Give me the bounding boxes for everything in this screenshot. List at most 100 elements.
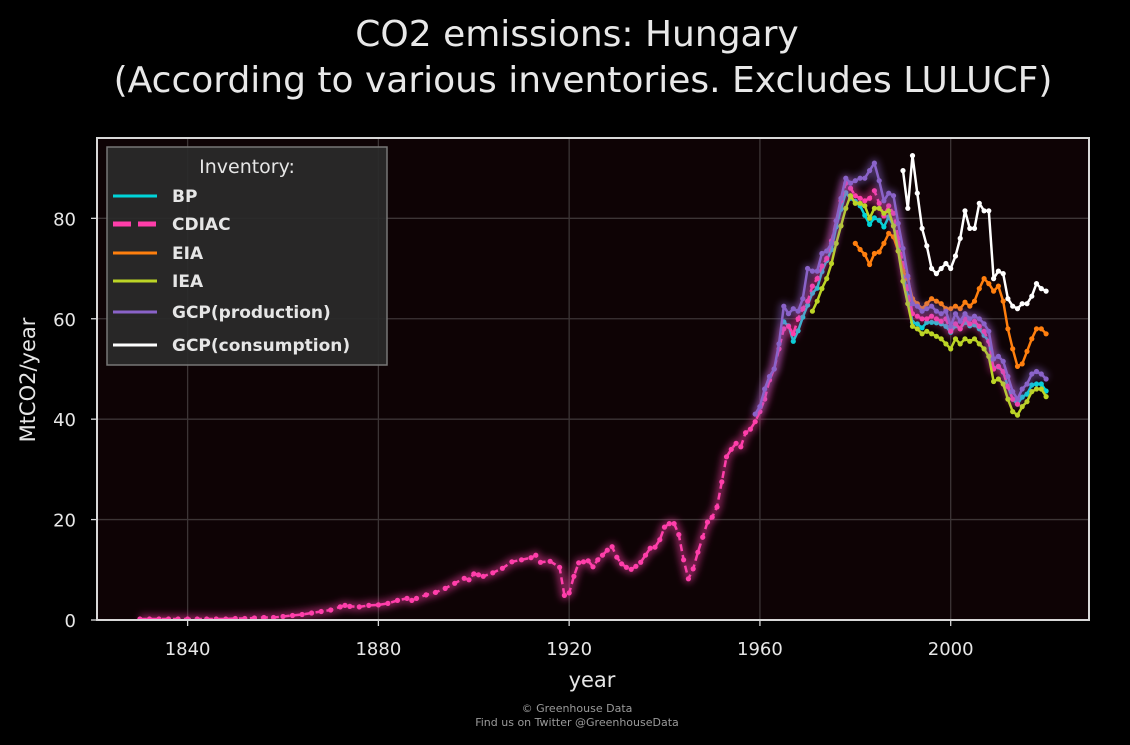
data-point [971,225,978,231]
data-point [814,298,820,304]
data-point [948,346,954,352]
data-point [1019,386,1025,392]
data-point [929,303,935,309]
y-tick-label: 80 [53,209,76,230]
data-point [685,576,692,582]
data-point [905,273,911,279]
data-point [938,301,944,307]
data-point [785,311,792,317]
data-point [433,589,439,596]
data-point [280,613,286,620]
data-point [886,203,892,209]
data-point [809,308,816,314]
data-point [1033,368,1040,375]
data-point [929,296,935,302]
data-point [933,271,940,277]
data-point [957,326,963,332]
data-point [857,175,863,181]
data-point [828,240,835,246]
y-tick-label: 20 [53,511,76,532]
data-point [1024,391,1030,397]
data-point [852,178,858,184]
data-point [790,331,796,337]
data-point [895,220,901,226]
legend-label: CDIAC [172,215,231,235]
data-point [933,316,940,322]
data-point [700,534,706,540]
data-point [347,603,353,610]
data-point [971,313,978,319]
data-point [547,558,553,564]
data-point [1043,376,1049,382]
data-point [943,308,949,314]
data-point [962,299,968,305]
data-point [242,615,248,620]
data-point [480,573,486,579]
data-point [948,323,954,329]
data-point [995,283,1002,289]
data-point [590,564,596,570]
data-point [819,286,825,292]
y-axis-label: MtCO2/year [16,317,40,442]
data-point [1010,346,1016,352]
legend-label: GCP(production) [172,303,331,323]
data-point [714,504,720,510]
data-point [933,333,940,339]
data-point [814,268,820,274]
x-tick-label: 1840 [165,639,211,660]
data-point [991,356,997,362]
data-point [819,250,825,257]
data-point [976,286,982,292]
data-point [995,268,1002,274]
data-point [342,602,348,609]
data-point [1033,381,1040,387]
data-point [404,595,410,602]
data-point [967,303,973,309]
data-point [1005,373,1011,380]
data-point [976,341,982,347]
data-point [857,246,863,253]
data-point [867,215,873,221]
data-point [270,614,277,620]
data-point [1033,281,1040,287]
data-point [967,338,973,344]
data-point [867,195,873,201]
data-point [309,610,315,616]
data-point [461,575,467,581]
data-point [790,338,796,344]
data-point [957,306,963,312]
data-point [785,323,792,329]
data-point [1029,371,1035,377]
data-point [938,336,944,342]
data-point [1024,301,1030,307]
data-point [843,205,849,211]
credit-line-1: © Greenhouse Data [522,702,633,715]
data-point [828,260,835,267]
data-point [771,366,777,372]
data-point [991,276,997,282]
data-point [976,316,982,322]
data-point [1033,386,1040,392]
data-point [1014,363,1021,369]
data-point [876,178,882,184]
data-point [900,245,906,252]
data-point [533,552,539,558]
data-point [914,190,920,196]
data-point [838,195,844,201]
data-point [852,240,858,246]
data-point [695,549,701,555]
data-point [909,323,916,329]
data-point [1033,326,1040,332]
data-point [938,265,944,272]
data-point [1043,331,1049,337]
data-point [619,561,625,567]
data-point [919,308,925,314]
legend-label: IEA [172,272,204,292]
data-point [518,557,525,563]
chart-title: CO2 emissions: Hungary [355,14,798,55]
data-point [599,552,606,558]
data-point [871,188,878,194]
data-point [1010,303,1016,309]
data-point [919,316,925,322]
